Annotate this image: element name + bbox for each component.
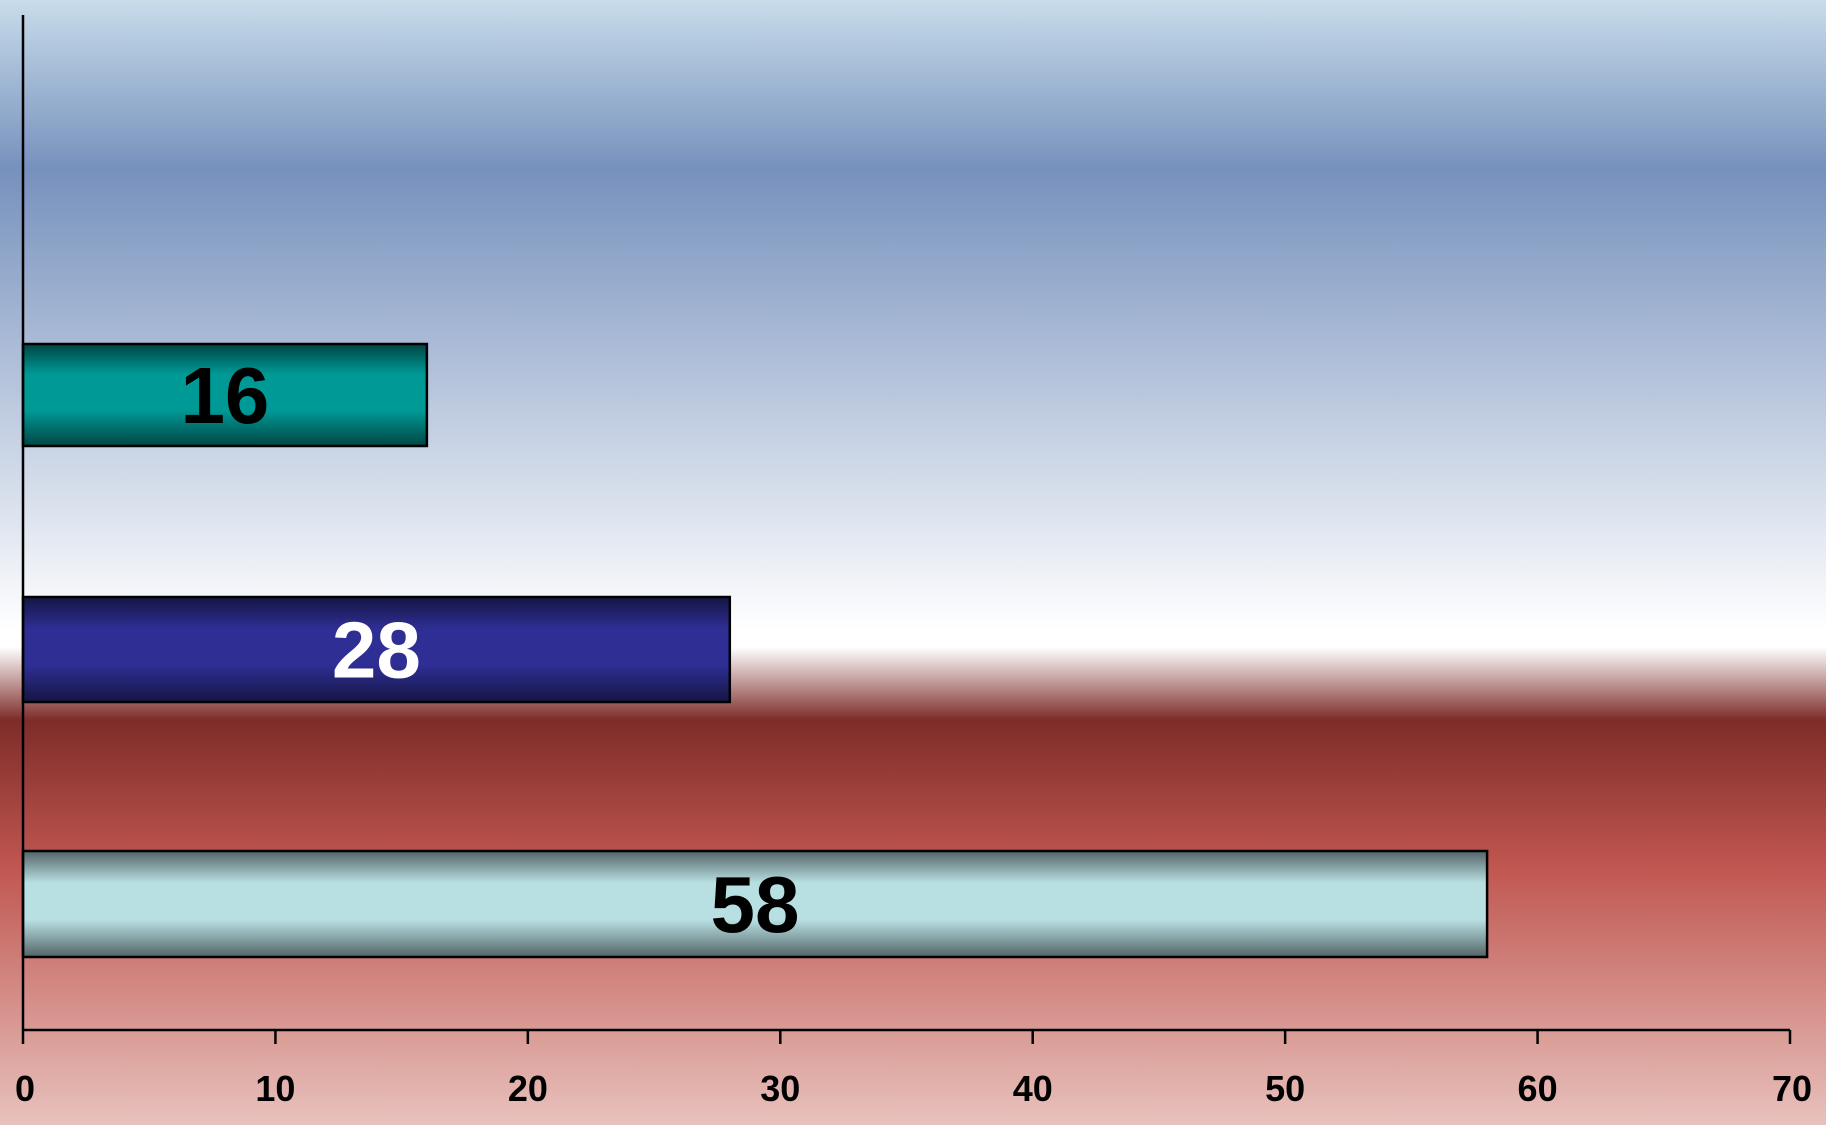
x-tick-label: 10	[255, 1068, 295, 1109]
x-tick-label: 30	[760, 1068, 800, 1109]
x-tick-label: 50	[1265, 1068, 1305, 1109]
axes-layer: 0 10 20 30 40 50 60 70	[15, 15, 1812, 1109]
bars-layer: 16 28 58	[21, 342, 1489, 959]
bar	[21, 342, 429, 448]
x-tick-label: 60	[1518, 1068, 1558, 1109]
x-tick-label: 20	[508, 1068, 548, 1109]
x-tick-label: 40	[1013, 1068, 1053, 1109]
x-tick-label: 70	[1772, 1068, 1812, 1109]
bar-data-label: 58	[711, 860, 800, 949]
x-tick-label: 0	[15, 1068, 35, 1109]
bar-data-label: 16	[180, 351, 269, 440]
bar-data-label: 28	[332, 606, 421, 695]
bar	[21, 849, 1489, 959]
